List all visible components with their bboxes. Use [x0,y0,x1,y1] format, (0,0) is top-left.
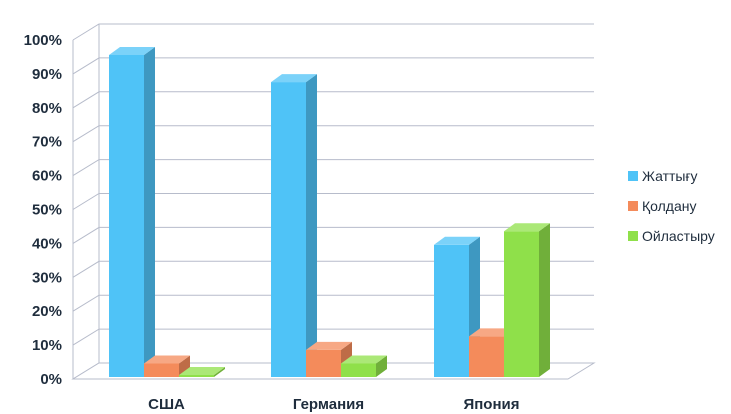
bar-top [271,74,317,83]
legend-item: Ойластыру [628,228,715,244]
gridlines [72,23,594,380]
legend-swatch [628,171,638,181]
bar [271,74,317,377]
bar-front [469,336,504,377]
bar-front [271,82,306,377]
y-tick-label: 60% [32,168,62,185]
bar [504,223,550,377]
bar-front [504,231,539,377]
y-tick-label: 30% [32,269,62,286]
bar-side [179,355,190,377]
bar [109,46,155,377]
y-tick-label: 90% [32,66,62,83]
bar [469,328,515,377]
bar-front [306,349,341,377]
y-tick-label: 10% [32,337,62,354]
bar-top [144,355,190,364]
x-axis: США Германия Япония [148,396,519,413]
bar-front [434,244,469,377]
bar-side [539,223,550,377]
y-tick-label: 70% [32,134,62,151]
bar-top [341,355,387,364]
bar-top [109,46,155,55]
legend-label: Ойластыру [642,228,715,244]
legend: Жаттығу Қолдану Ойластыру [628,168,715,244]
bar-front [144,363,179,377]
bar-side [214,367,225,377]
bar-side [306,74,317,377]
legend-swatch [628,231,638,241]
legend-label: Қолдану [642,198,697,214]
y-tick-label: 100% [24,32,62,49]
legend-label: Жаттығу [642,168,698,184]
bar-side [376,355,387,377]
y-tick-label: 0% [40,371,62,388]
bar-front [179,375,214,377]
x-category-label: Япония [463,396,519,413]
bar-top [469,328,515,337]
y-tick-label: 50% [32,202,62,219]
legend-item: Жаттығу [628,168,698,184]
y-tick-label: 20% [32,303,62,320]
gridline [72,23,594,41]
bar [179,367,225,377]
legend-item: Қолдану [628,198,697,214]
legend-swatch [628,201,638,211]
x-category-label: Германия [293,396,364,413]
y-axis: 0% 10% 20% 30% 40% 50% 60% 70% 80% 90% 100% [24,32,62,388]
y-tick-label: 80% [32,100,62,117]
bar [144,355,190,377]
bar-top [504,223,550,232]
bar-front [109,54,144,377]
bar-top [179,367,225,375]
bar-side [144,46,155,377]
bar [341,355,387,377]
bar-top [306,341,352,350]
y-tick-label: 40% [32,235,62,252]
bar-front [341,363,376,377]
bars [109,46,550,377]
x-category-label: США [148,396,185,413]
bar-top [434,236,480,245]
